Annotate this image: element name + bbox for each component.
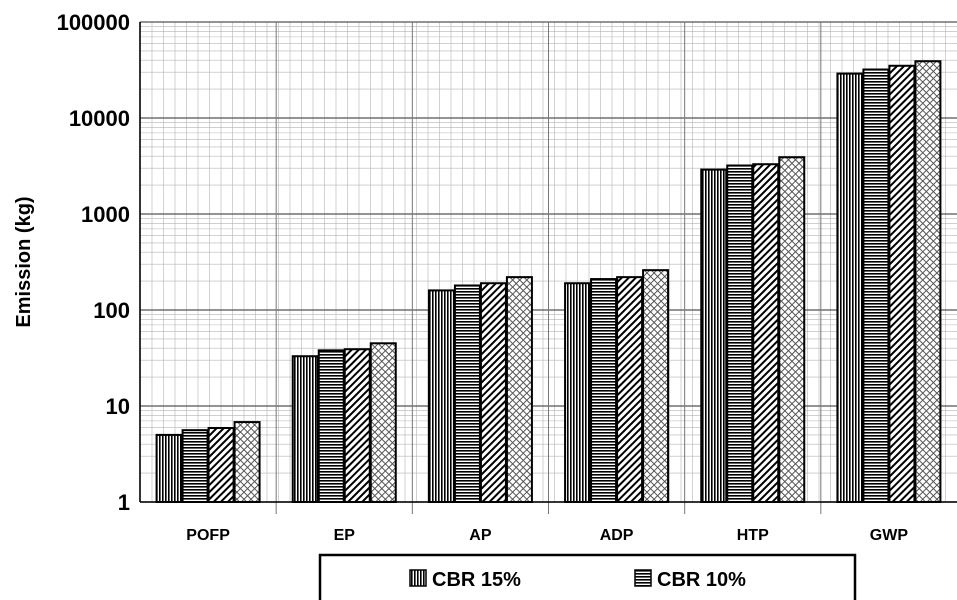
legend-label: CBR 10% <box>657 569 746 591</box>
bar-adp-4 <box>643 270 668 502</box>
x-tick-label: HTP <box>737 527 769 544</box>
bar-ep-2 <box>319 350 344 502</box>
y-tick-label: 1000 <box>81 202 130 227</box>
bar-adp-3 <box>617 277 642 502</box>
y-tick-label: 10 <box>106 394 130 419</box>
bar-htp-4 <box>779 157 804 502</box>
y-tick-label: 100 <box>93 298 130 323</box>
bar-pofp-4 <box>235 422 260 502</box>
bar-htp-3 <box>753 164 778 502</box>
bar-pofp-1 <box>157 435 182 502</box>
bar-ap-4 <box>507 277 532 502</box>
bar-gwp-1 <box>837 74 862 502</box>
bar-adp-1 <box>565 283 590 502</box>
y-axis-title: Emission (kg) <box>13 196 35 327</box>
x-tick-label: GWP <box>870 527 909 544</box>
bar-adp-2 <box>591 279 616 502</box>
bar-gwp-3 <box>889 66 914 502</box>
y-tick-label: 100000 <box>57 10 130 35</box>
legend: CBR 15% CBR 10% <box>320 555 855 600</box>
bar-htp-1 <box>701 170 726 502</box>
y-tick-label: 10000 <box>69 106 130 131</box>
legend-swatch <box>635 570 651 586</box>
bar-ep-3 <box>345 349 370 502</box>
bar-pofp-2 <box>183 430 208 502</box>
bar-pofp-3 <box>209 428 234 502</box>
bar-gwp-2 <box>863 70 888 502</box>
x-tick-label: ADP <box>600 527 634 544</box>
y-tick-label: 1 <box>118 490 130 515</box>
bar-ap-1 <box>429 290 454 502</box>
legend-label: CBR 15% <box>432 569 521 591</box>
x-tick-label: POFP <box>186 527 230 544</box>
bar-gwp-4 <box>915 61 940 502</box>
legend-swatch <box>410 570 426 586</box>
bar-htp-2 <box>727 166 752 502</box>
bar-ep-4 <box>371 343 396 502</box>
bar-ep-1 <box>293 356 318 502</box>
bar-ap-2 <box>455 285 480 502</box>
x-tick-label: EP <box>334 527 356 544</box>
gridlines <box>140 22 957 514</box>
x-tick-label: AP <box>469 527 492 544</box>
legend-box <box>320 555 855 600</box>
bar-ap-3 <box>481 283 506 502</box>
